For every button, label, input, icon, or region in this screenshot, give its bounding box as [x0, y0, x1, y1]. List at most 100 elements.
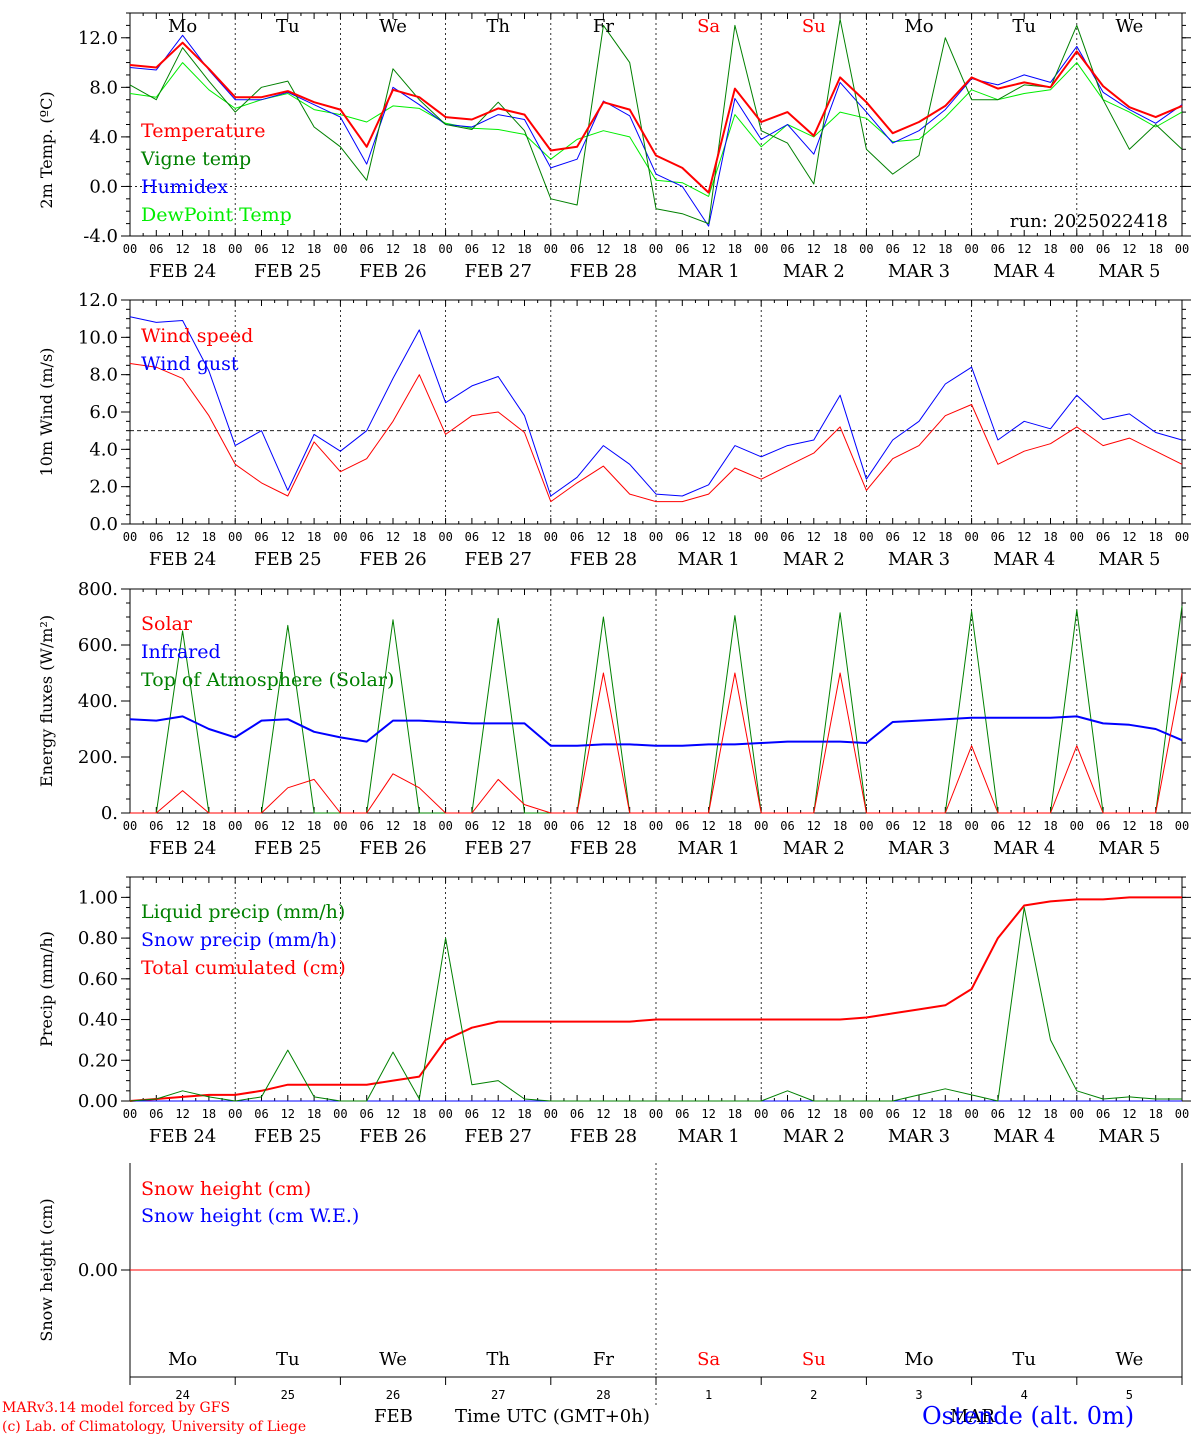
- hour-tick-label: 18: [202, 819, 216, 833]
- hour-tick-label: 06: [254, 819, 268, 833]
- hour-tick-label: 12: [1017, 242, 1031, 256]
- hour-tick-label: 18: [307, 530, 321, 544]
- hour-tick-label: 00: [1070, 819, 1084, 833]
- hour-tick-label: 18: [307, 819, 321, 833]
- date-label: MAR 2: [783, 549, 845, 570]
- date-label: MAR 4: [993, 1126, 1055, 1147]
- hour-tick-label: 00: [1175, 819, 1189, 833]
- legend-entry: Wind gust: [141, 353, 239, 375]
- hour-tick-label: 12: [175, 530, 189, 544]
- day-name: We: [1116, 1349, 1144, 1370]
- hour-tick-label: 06: [465, 530, 479, 544]
- hour-tick-label: 18: [517, 819, 531, 833]
- date-label: FEB 26: [359, 261, 426, 282]
- series-line-total-cumulated-cm-: [129, 896, 1182, 1102]
- series-line-vigne-temp: [129, 18, 1183, 225]
- chart-panel-5: 0.00 Snow height (cm) Snow height (cm) Snow…: [37, 1163, 1191, 1407]
- hour-tick-label: 12: [701, 1107, 715, 1121]
- day-name: We: [379, 16, 407, 37]
- hour-tick-label: 06: [254, 530, 268, 544]
- legend-entry: Humidex: [141, 176, 228, 198]
- hour-tick-label: 00: [333, 819, 347, 833]
- hour-tick-label: 06: [149, 242, 163, 256]
- day-name: We: [1116, 16, 1144, 37]
- day-name: Sa: [697, 1349, 720, 1370]
- series-line-infrared: [129, 715, 1183, 747]
- hour-tick-label: 00: [123, 819, 137, 833]
- series-line-dewpoint-temp: [129, 62, 1183, 197]
- day-name: Su: [802, 1349, 826, 1370]
- hour-tick-label: 06: [149, 819, 163, 833]
- day-number: 1: [705, 1388, 712, 1402]
- hour-tick-label: 12: [175, 819, 189, 833]
- hour-tick-label: 18: [412, 1107, 426, 1121]
- y-tick-label: 0.00: [78, 1260, 118, 1281]
- hour-tick-label: 12: [912, 242, 926, 256]
- series-line-wind-gust: [129, 316, 1183, 497]
- day-name: Fr: [593, 1349, 614, 1370]
- hour-tick-label: 06: [359, 1107, 373, 1121]
- hour-tick-label: 12: [386, 1107, 400, 1121]
- hour-tick-label: 12: [596, 530, 610, 544]
- hour-tick-label: 06: [1096, 1107, 1110, 1121]
- date-label: MAR 4: [993, 838, 1055, 859]
- date-label: MAR 5: [1098, 549, 1160, 570]
- hour-tick-label: 18: [307, 1107, 321, 1121]
- day-name: Mo: [904, 1349, 933, 1370]
- series-line-temperature: [129, 41, 1183, 194]
- date-label: FEB 25: [254, 549, 321, 570]
- hour-tick-label: 12: [807, 819, 821, 833]
- y-tick-label: -4.0: [83, 226, 118, 247]
- hour-tick-label: 06: [1096, 242, 1110, 256]
- date-label: FEB 26: [359, 549, 426, 570]
- date-label: FEB 28: [570, 838, 637, 859]
- hour-tick-label: 18: [728, 530, 742, 544]
- hour-tick-label: 12: [1122, 242, 1136, 256]
- hour-tick-label: 06: [570, 819, 584, 833]
- hour-tick-label: 18: [202, 1107, 216, 1121]
- y-tick-label: 12.0: [78, 290, 118, 311]
- y-tick-label: 1.00: [78, 887, 118, 908]
- day-name: Mo: [168, 1349, 197, 1370]
- date-label: FEB 28: [570, 261, 637, 282]
- hour-tick-label: 06: [1096, 530, 1110, 544]
- hour-tick-label: 18: [202, 530, 216, 544]
- hour-tick-label: 12: [281, 1107, 295, 1121]
- hour-tick-label: 06: [149, 530, 163, 544]
- hour-tick-label: 18: [622, 530, 636, 544]
- hour-tick-label: 12: [701, 242, 715, 256]
- hour-tick-label: 12: [807, 530, 821, 544]
- hour-tick-label: 18: [517, 242, 531, 256]
- day-name: Mo: [168, 16, 197, 37]
- legend-entry: Wind speed: [141, 325, 253, 347]
- legend-entry: Snow precip (mm/h): [141, 929, 337, 951]
- legend-entry: Liquid precip (mm/h): [141, 901, 345, 923]
- date-label: MAR 3: [888, 838, 950, 859]
- hour-tick-label: 06: [780, 819, 794, 833]
- hour-tick-label: 06: [780, 530, 794, 544]
- y-tick-label: 800.: [78, 579, 118, 600]
- hour-tick-label: 12: [175, 242, 189, 256]
- hour-tick-label: 06: [570, 1107, 584, 1121]
- y-tick-label: 600.: [78, 635, 118, 656]
- hour-tick-label: 18: [1148, 1107, 1162, 1121]
- hour-tick-label: 00: [964, 242, 978, 256]
- legend-entry: Solar: [141, 613, 193, 635]
- date-label: FEB 25: [254, 261, 321, 282]
- hour-tick-label: 00: [1175, 242, 1189, 256]
- hour-tick-label: 00: [438, 819, 452, 833]
- hour-tick-label: 00: [649, 242, 663, 256]
- y-tick-label: 400.: [78, 691, 118, 712]
- chart-panel-2: 00 06 12 18 00 06 12 18 00 06 12 18 00 06 12 18 00 06 12 18…: [37, 290, 1191, 570]
- date-label: FEB 27: [464, 1126, 531, 1147]
- day-number: 3: [915, 1388, 922, 1402]
- day-name: Su: [802, 16, 826, 37]
- date-label: MAR 3: [888, 261, 950, 282]
- date-label: MAR 5: [1098, 261, 1160, 282]
- day-name: Th: [486, 16, 510, 37]
- hour-tick-label: 18: [412, 242, 426, 256]
- date-label: FEB 25: [254, 1126, 321, 1147]
- date-label: MAR 2: [783, 1126, 845, 1147]
- hour-tick-label: 18: [1148, 819, 1162, 833]
- date-label: FEB 27: [464, 838, 531, 859]
